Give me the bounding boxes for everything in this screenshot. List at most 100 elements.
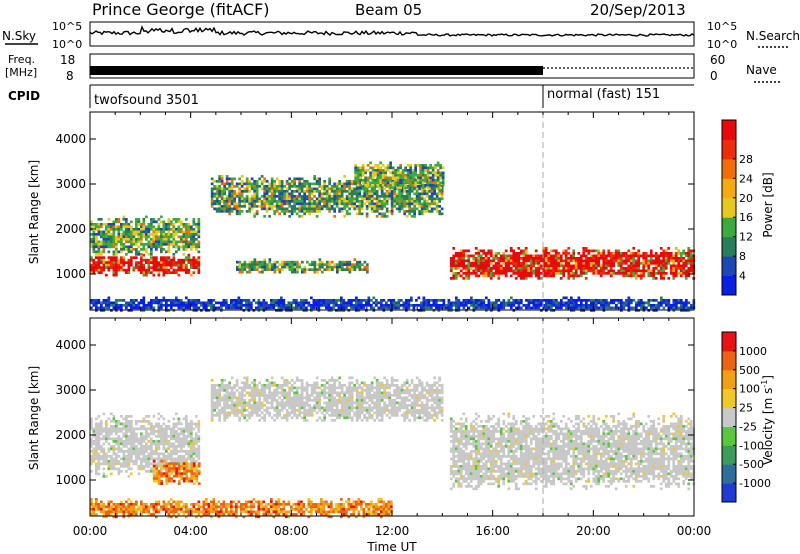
echo-cell bbox=[610, 306, 613, 310]
echo-cell bbox=[140, 235, 143, 239]
echo-cell bbox=[187, 223, 191, 226]
echo-cell bbox=[430, 190, 434, 193]
echo-cell bbox=[152, 462, 156, 466]
echo-cell bbox=[379, 174, 382, 177]
echo-cell bbox=[436, 174, 440, 177]
echo-cell bbox=[414, 181, 417, 185]
echo-cell bbox=[157, 261, 161, 264]
echo-cell bbox=[452, 247, 456, 250]
echo-cell bbox=[338, 260, 342, 264]
echo-cell bbox=[175, 304, 178, 307]
echo-cell bbox=[142, 452, 146, 456]
echo-cell bbox=[627, 296, 631, 300]
echo-cell bbox=[667, 277, 671, 280]
echo-cell bbox=[187, 233, 191, 236]
echo-cell bbox=[361, 171, 365, 175]
echo-cell bbox=[258, 197, 261, 201]
echo-cell bbox=[361, 181, 365, 185]
echo-cell bbox=[605, 301, 608, 305]
echo-cell bbox=[120, 261, 123, 264]
echo-cell bbox=[190, 261, 193, 264]
echo-cell bbox=[262, 299, 266, 302]
echo-cell bbox=[522, 259, 526, 263]
echo-cell bbox=[90, 243, 93, 246]
echo-cell bbox=[152, 268, 156, 272]
echo-cell bbox=[363, 192, 366, 196]
echo-cell bbox=[112, 447, 116, 451]
echo-cell bbox=[268, 265, 272, 269]
echo-cell bbox=[685, 304, 688, 307]
echo-cell bbox=[275, 210, 279, 213]
echo-cell bbox=[365, 200, 369, 203]
echo-cell bbox=[569, 272, 573, 275]
echo-cell bbox=[519, 262, 523, 265]
echo-cell bbox=[497, 252, 501, 255]
echo-cell bbox=[227, 304, 231, 307]
echo-cell bbox=[162, 228, 166, 231]
echo-cell bbox=[674, 267, 678, 270]
echo-cell bbox=[667, 252, 671, 255]
echo-cell bbox=[260, 207, 264, 211]
echo-cell bbox=[347, 299, 351, 302]
echo-cell bbox=[175, 472, 179, 475]
echo-cell bbox=[205, 306, 208, 310]
echo-cell bbox=[112, 228, 116, 231]
echo-cell bbox=[167, 228, 171, 231]
echo-cell bbox=[288, 177, 291, 181]
echo-cell bbox=[637, 259, 641, 263]
echo-cell bbox=[177, 432, 181, 436]
echo-cell bbox=[420, 207, 424, 211]
echo-cell bbox=[95, 432, 98, 436]
echo-cell bbox=[195, 425, 198, 428]
echo-cell bbox=[225, 299, 228, 302]
echo-cell bbox=[177, 437, 181, 441]
echo-cell bbox=[197, 250, 201, 254]
echo-cell bbox=[162, 248, 166, 251]
echo-cell bbox=[167, 225, 171, 229]
echo-cell bbox=[107, 296, 111, 300]
echo-cell bbox=[380, 190, 384, 193]
echo-cell bbox=[142, 460, 146, 463]
echo-cell bbox=[370, 207, 374, 211]
echo-cell bbox=[565, 304, 568, 307]
echo-cell bbox=[152, 266, 156, 269]
echo-cell bbox=[285, 182, 289, 186]
echo-cell bbox=[195, 230, 198, 234]
echo-cell bbox=[402, 301, 406, 305]
echo-cell bbox=[288, 268, 292, 271]
echo-cell bbox=[100, 233, 103, 236]
echo-cell bbox=[569, 269, 573, 273]
echo-cell bbox=[115, 253, 118, 256]
echo-cell bbox=[190, 243, 193, 246]
echo-cell bbox=[519, 272, 523, 275]
echo-cell bbox=[381, 164, 385, 167]
echo-cell bbox=[318, 258, 322, 261]
echo-cell bbox=[363, 268, 367, 271]
echo-cell bbox=[475, 299, 478, 302]
echo-cell bbox=[535, 301, 538, 305]
echo-cell bbox=[634, 267, 638, 270]
echo-cell bbox=[564, 269, 568, 273]
echo-cell bbox=[308, 210, 311, 213]
echo-cell bbox=[238, 263, 242, 266]
echo-cell bbox=[360, 195, 364, 198]
echo-cell bbox=[562, 249, 566, 253]
echo-cell bbox=[479, 259, 483, 263]
echo-cell bbox=[243, 265, 247, 269]
echo-cell bbox=[266, 268, 269, 271]
echo-cell bbox=[220, 197, 224, 201]
echo-cell bbox=[165, 462, 169, 465]
echo-cell bbox=[467, 299, 471, 302]
echo-cell bbox=[230, 187, 234, 191]
echo-cell bbox=[480, 306, 483, 310]
echo-cell bbox=[92, 223, 96, 226]
echo-cell bbox=[342, 301, 346, 305]
echo-cell bbox=[130, 240, 133, 244]
echo-cell bbox=[170, 432, 173, 436]
echo-cell bbox=[250, 200, 254, 203]
echo-cell bbox=[167, 457, 171, 461]
echo-cell bbox=[160, 440, 163, 443]
echo-cell bbox=[283, 197, 286, 201]
echo-cell bbox=[95, 238, 98, 241]
echo-cell bbox=[170, 233, 173, 236]
